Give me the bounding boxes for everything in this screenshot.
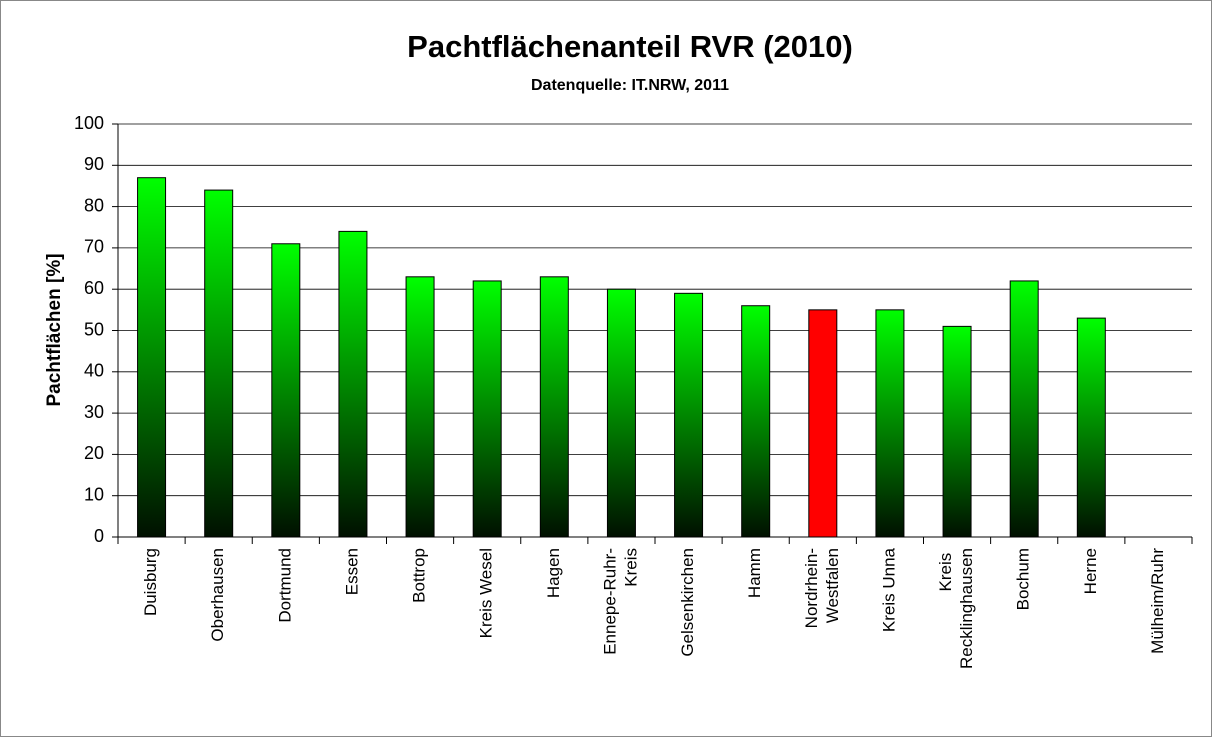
y-tick-label: 40 xyxy=(84,361,104,381)
x-tick-label: Herne xyxy=(1081,548,1100,594)
bar xyxy=(1076,317,1106,538)
bar xyxy=(271,243,301,538)
x-tick-label: Mülheim/Ruhr xyxy=(1148,548,1167,654)
y-tick-label: 90 xyxy=(84,154,104,174)
y-tick-label: 0 xyxy=(94,526,104,546)
x-tick-label: Essen xyxy=(342,548,361,595)
x-tick-label: Gelsenkirchen xyxy=(678,548,697,657)
bar xyxy=(204,189,234,538)
x-tick-label: Dortmund xyxy=(275,548,294,623)
chart-title: Pachtflächenanteil RVR (2010) xyxy=(407,29,853,64)
y-tick-label: 10 xyxy=(84,484,104,504)
y-tick-label: 30 xyxy=(84,402,104,422)
x-tick-label: Kreis Unna xyxy=(879,547,898,632)
y-tick-label: 70 xyxy=(84,237,104,257)
bar xyxy=(808,309,838,538)
x-tick-label: Nordrhein- Westfalen xyxy=(802,548,842,628)
x-tick-label: Hamm xyxy=(745,548,764,598)
x-tick-label: Kreis Recklinghausen xyxy=(937,548,977,669)
bar xyxy=(405,276,435,538)
y-axis-label: Pachtflächen [%] xyxy=(44,253,65,406)
y-tick-label: 100 xyxy=(74,113,104,133)
y-tick-label: 20 xyxy=(84,443,104,463)
bar xyxy=(338,230,368,538)
x-tick-label: Ennepe-Ruhr- Kreis xyxy=(601,548,641,655)
bar xyxy=(539,276,569,538)
bar xyxy=(606,288,636,538)
x-tick-label: Kreis Wesel xyxy=(477,548,496,638)
x-tick-label: Oberhausen xyxy=(208,548,227,642)
bar xyxy=(942,325,972,538)
x-tick-label: Duisburg xyxy=(141,548,160,616)
bar xyxy=(674,292,704,538)
bar xyxy=(472,280,502,538)
chart-subtitle: Datenquelle: IT.NRW, 2011 xyxy=(531,77,729,94)
x-tick-label: Bochum xyxy=(1014,548,1033,610)
x-tick-label: Hagen xyxy=(544,548,563,598)
y-tick-label: 60 xyxy=(84,278,104,298)
x-tick-label: Bottrop xyxy=(410,548,429,603)
y-tick-label: 80 xyxy=(84,195,104,215)
bar xyxy=(137,177,167,538)
bar xyxy=(875,309,905,538)
bar xyxy=(1009,280,1039,538)
y-tick-label: 50 xyxy=(84,319,104,339)
bar xyxy=(741,305,771,538)
